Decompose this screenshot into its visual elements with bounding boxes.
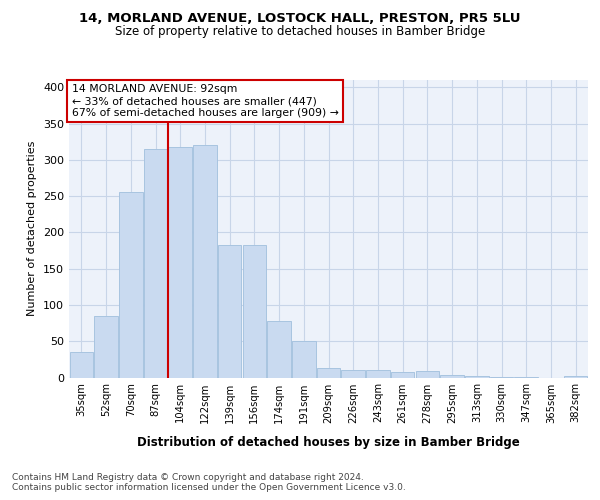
- Bar: [218, 246, 241, 378]
- Bar: [391, 372, 415, 378]
- Bar: [317, 368, 340, 378]
- Y-axis label: Number of detached properties: Number of detached properties: [28, 141, 37, 316]
- Bar: [440, 374, 464, 378]
- Bar: [564, 376, 587, 378]
- Bar: [514, 377, 538, 378]
- Text: 14 MORLAND AVENUE: 92sqm
← 33% of detached houses are smaller (447)
67% of semi-: 14 MORLAND AVENUE: 92sqm ← 33% of detach…: [71, 84, 338, 117]
- Bar: [144, 149, 167, 378]
- Text: Contains HM Land Registry data © Crown copyright and database right 2024.
Contai: Contains HM Land Registry data © Crown c…: [12, 472, 406, 492]
- Bar: [341, 370, 365, 378]
- Bar: [366, 370, 389, 378]
- Bar: [193, 146, 217, 378]
- Bar: [268, 321, 291, 378]
- Bar: [169, 147, 192, 378]
- Bar: [465, 376, 488, 378]
- Text: Distribution of detached houses by size in Bamber Bridge: Distribution of detached houses by size …: [137, 436, 520, 449]
- Bar: [119, 192, 143, 378]
- Bar: [490, 377, 513, 378]
- Bar: [416, 371, 439, 378]
- Text: Size of property relative to detached houses in Bamber Bridge: Size of property relative to detached ho…: [115, 25, 485, 38]
- Bar: [70, 352, 93, 378]
- Bar: [94, 316, 118, 378]
- Bar: [292, 341, 316, 378]
- Bar: [242, 246, 266, 378]
- Text: 14, MORLAND AVENUE, LOSTOCK HALL, PRESTON, PR5 5LU: 14, MORLAND AVENUE, LOSTOCK HALL, PRESTO…: [79, 12, 521, 26]
